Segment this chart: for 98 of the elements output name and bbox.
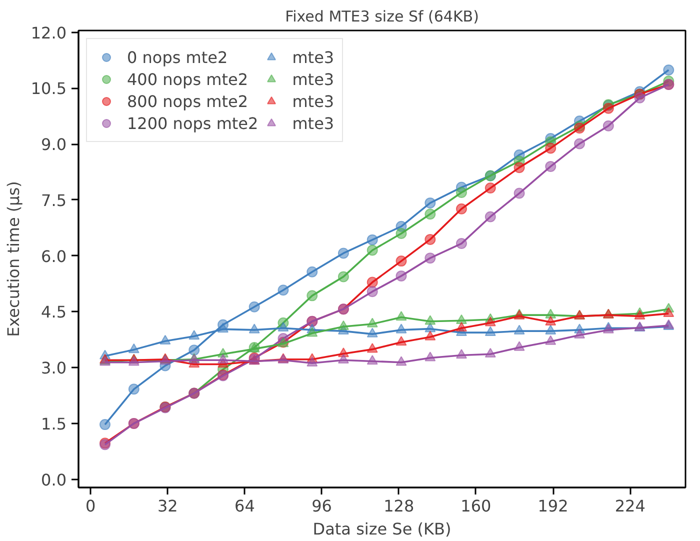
point <box>218 354 229 364</box>
point <box>545 324 556 334</box>
point <box>366 244 378 256</box>
point <box>424 252 436 264</box>
point <box>456 203 467 214</box>
point <box>602 120 614 132</box>
point <box>514 188 525 199</box>
y-axis-title: Execution time (µs) <box>4 181 23 337</box>
legend-label: mte3 <box>292 92 334 110</box>
point <box>424 352 436 362</box>
point <box>484 326 496 336</box>
point <box>306 266 318 278</box>
y-tick-label: 10.5 <box>30 79 66 98</box>
point <box>545 142 556 154</box>
point <box>663 307 674 317</box>
y-tick-label: 9.0 <box>41 135 67 154</box>
point <box>545 308 556 318</box>
point <box>338 320 349 330</box>
point <box>663 64 674 76</box>
point <box>128 356 140 366</box>
point <box>366 328 378 338</box>
point <box>484 182 496 194</box>
legend-label: mte3 <box>292 48 334 66</box>
x-tick-label: 32 <box>157 496 178 516</box>
point <box>456 349 467 359</box>
y-tick-label: 7.5 <box>41 190 67 210</box>
legend-label: 0 nops mte2 <box>127 48 228 66</box>
x-tick-label: 96 <box>312 496 332 516</box>
point <box>306 327 318 337</box>
point <box>634 310 646 320</box>
y-tick-label: 1.5 <box>41 414 67 434</box>
point <box>278 322 289 332</box>
point <box>574 138 586 150</box>
point <box>456 322 467 332</box>
point <box>545 316 556 326</box>
point <box>396 324 407 334</box>
point <box>338 354 349 364</box>
point <box>366 318 378 328</box>
point <box>424 315 436 325</box>
point <box>574 328 586 339</box>
point <box>424 208 436 220</box>
y-tick-label: 4.5 <box>41 302 67 322</box>
x-tick-label: 128 <box>384 496 414 516</box>
x-tick-label: 160 <box>460 496 492 516</box>
point <box>396 270 407 282</box>
point <box>514 162 525 174</box>
point <box>306 356 318 366</box>
point <box>366 234 378 246</box>
point <box>128 384 140 395</box>
point <box>484 348 496 358</box>
point <box>338 271 349 282</box>
point <box>278 284 289 296</box>
legend-label: mte3 <box>292 114 334 132</box>
point <box>218 322 229 333</box>
point <box>484 316 496 326</box>
x-tick-label: 64 <box>234 496 255 516</box>
point <box>424 234 436 245</box>
point <box>396 356 407 366</box>
point <box>514 341 525 351</box>
y-tick-label: 12.0 <box>30 23 66 42</box>
point <box>424 330 436 340</box>
point <box>396 311 407 321</box>
point <box>456 187 467 198</box>
point <box>514 324 525 334</box>
y-tick-label: 0.0 <box>41 470 67 490</box>
point <box>188 344 200 356</box>
point <box>545 160 556 172</box>
point <box>366 343 378 353</box>
point <box>396 256 407 267</box>
chart-title: Fixed MTE3 size Sf (64KB) <box>285 8 479 26</box>
x-tick-label: 224 <box>614 496 646 516</box>
point <box>338 248 349 259</box>
point <box>248 301 260 312</box>
point <box>456 238 467 250</box>
legend-label: 400 nops mte2 <box>127 70 248 88</box>
x-axis-title: Data size Se (KB) <box>312 520 452 538</box>
y-tick-label: 6.0 <box>41 246 67 266</box>
legend-label: 1200 nops mte2 <box>127 114 258 132</box>
legend-label: mte3 <box>292 70 334 88</box>
point <box>545 335 556 345</box>
point <box>366 354 378 365</box>
point <box>128 343 140 354</box>
x-tick-label: 192 <box>538 496 568 516</box>
y-tick-label: 3.0 <box>41 358 67 378</box>
point <box>248 324 260 334</box>
point <box>188 330 200 340</box>
point <box>424 197 436 208</box>
point <box>366 286 378 298</box>
point <box>366 276 378 288</box>
x-tick-label: 0 <box>85 496 96 516</box>
point <box>306 290 318 302</box>
point <box>634 92 646 104</box>
point <box>396 336 407 346</box>
point <box>396 228 407 239</box>
legend-label: 800 nops mte2 <box>127 92 248 110</box>
point <box>456 314 467 324</box>
point <box>160 334 171 345</box>
point <box>484 211 496 222</box>
